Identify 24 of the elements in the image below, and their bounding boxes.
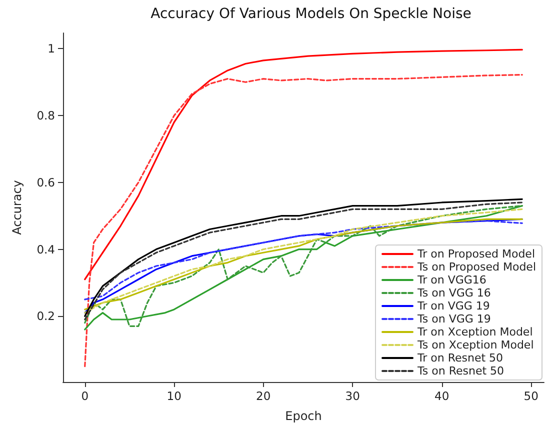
legend-label: Tr on Resnet 50 (416, 352, 504, 364)
legend-label: Tr on Xception Model (416, 326, 533, 338)
x-tick-label: 50 (524, 389, 538, 403)
y-tick-label: 1 (48, 42, 55, 56)
chart-title: Accuracy Of Various Models On Speckle Noise (150, 6, 472, 22)
legend-label: Tr on VGG 19 (416, 300, 490, 312)
legend-label: Tr on VGG16 (416, 274, 486, 286)
legend-label: Ts on VGG 16 (416, 286, 491, 300)
legend-label: Ts on Proposed Model (416, 260, 536, 274)
legend-label: Ts on Resnet 50 (416, 364, 504, 378)
x-axis-title: Epoch (285, 409, 322, 423)
y-tick-label: 0.4 (36, 242, 55, 256)
legend-label: Tr on Proposed Model (416, 248, 536, 260)
y-tick-label: 0.6 (36, 175, 55, 190)
x-tick-label: 0 (81, 389, 89, 403)
legend-label: Ts on VGG 19 (416, 312, 491, 326)
x-tick-label: 40 (434, 389, 450, 403)
x-tick-label: 30 (345, 389, 360, 403)
x-tick-label: 20 (256, 389, 271, 403)
y-tick-label: 0.8 (36, 108, 55, 123)
x-tick-label: 10 (166, 389, 182, 403)
y-tick-label: 0.2 (36, 309, 55, 324)
y-axis-title: Accuracy (10, 180, 24, 235)
legend-label: Ts on Xception Model (416, 338, 534, 352)
